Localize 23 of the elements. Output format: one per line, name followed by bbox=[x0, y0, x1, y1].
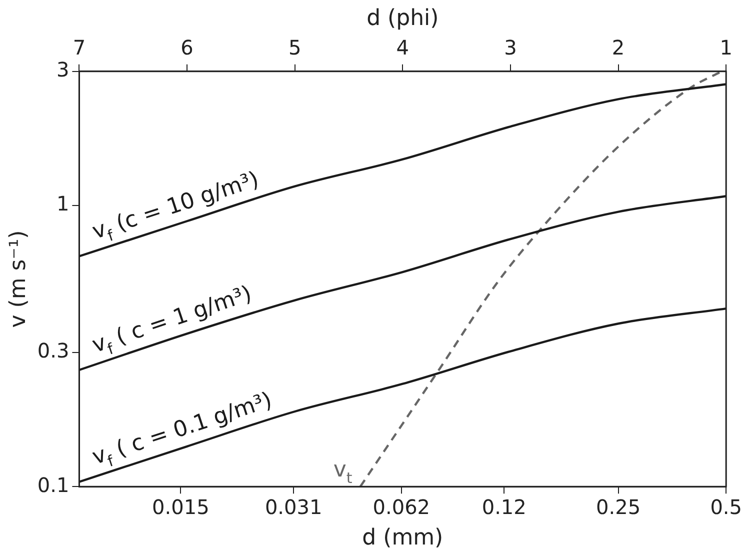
x2-tick-label: 2 bbox=[612, 36, 625, 60]
text: vf ( c = 1 g/m³) bbox=[89, 281, 255, 358]
x-tick-label: 0.25 bbox=[596, 494, 641, 519]
x2-tick-label: 4 bbox=[396, 36, 410, 60]
y-tick-label: 0.3 bbox=[37, 338, 70, 363]
x-tick-label: 0.015 bbox=[152, 494, 210, 519]
x2-axis-title: d (phi) bbox=[366, 6, 439, 31]
x2-tick-label: 3 bbox=[504, 36, 517, 60]
x-tick-label: 0.062 bbox=[372, 494, 430, 519]
y-tick-label: 3 bbox=[56, 58, 70, 82]
x-tick-label: 0.12 bbox=[482, 494, 526, 519]
x-tick-label: 0.031 bbox=[264, 494, 322, 519]
x-tick-label: 0.5 bbox=[710, 494, 742, 519]
x2-tick-label: 1 bbox=[720, 36, 732, 60]
x-axis-title: d (mm) bbox=[362, 526, 444, 551]
text: vf (c = 10 g/m³) bbox=[89, 167, 262, 246]
x2-tick-label: 7 bbox=[72, 36, 86, 60]
x2-tick-label: 5 bbox=[288, 36, 302, 60]
y-tick-label: 0.1 bbox=[37, 472, 70, 497]
x2-tick-label: 6 bbox=[180, 36, 194, 60]
y-tick-label: 1 bbox=[56, 192, 70, 216]
y-axis-title: v (m s⁻¹) bbox=[6, 230, 31, 328]
text: vf ( c = 0.1 g/m³) bbox=[89, 388, 276, 471]
